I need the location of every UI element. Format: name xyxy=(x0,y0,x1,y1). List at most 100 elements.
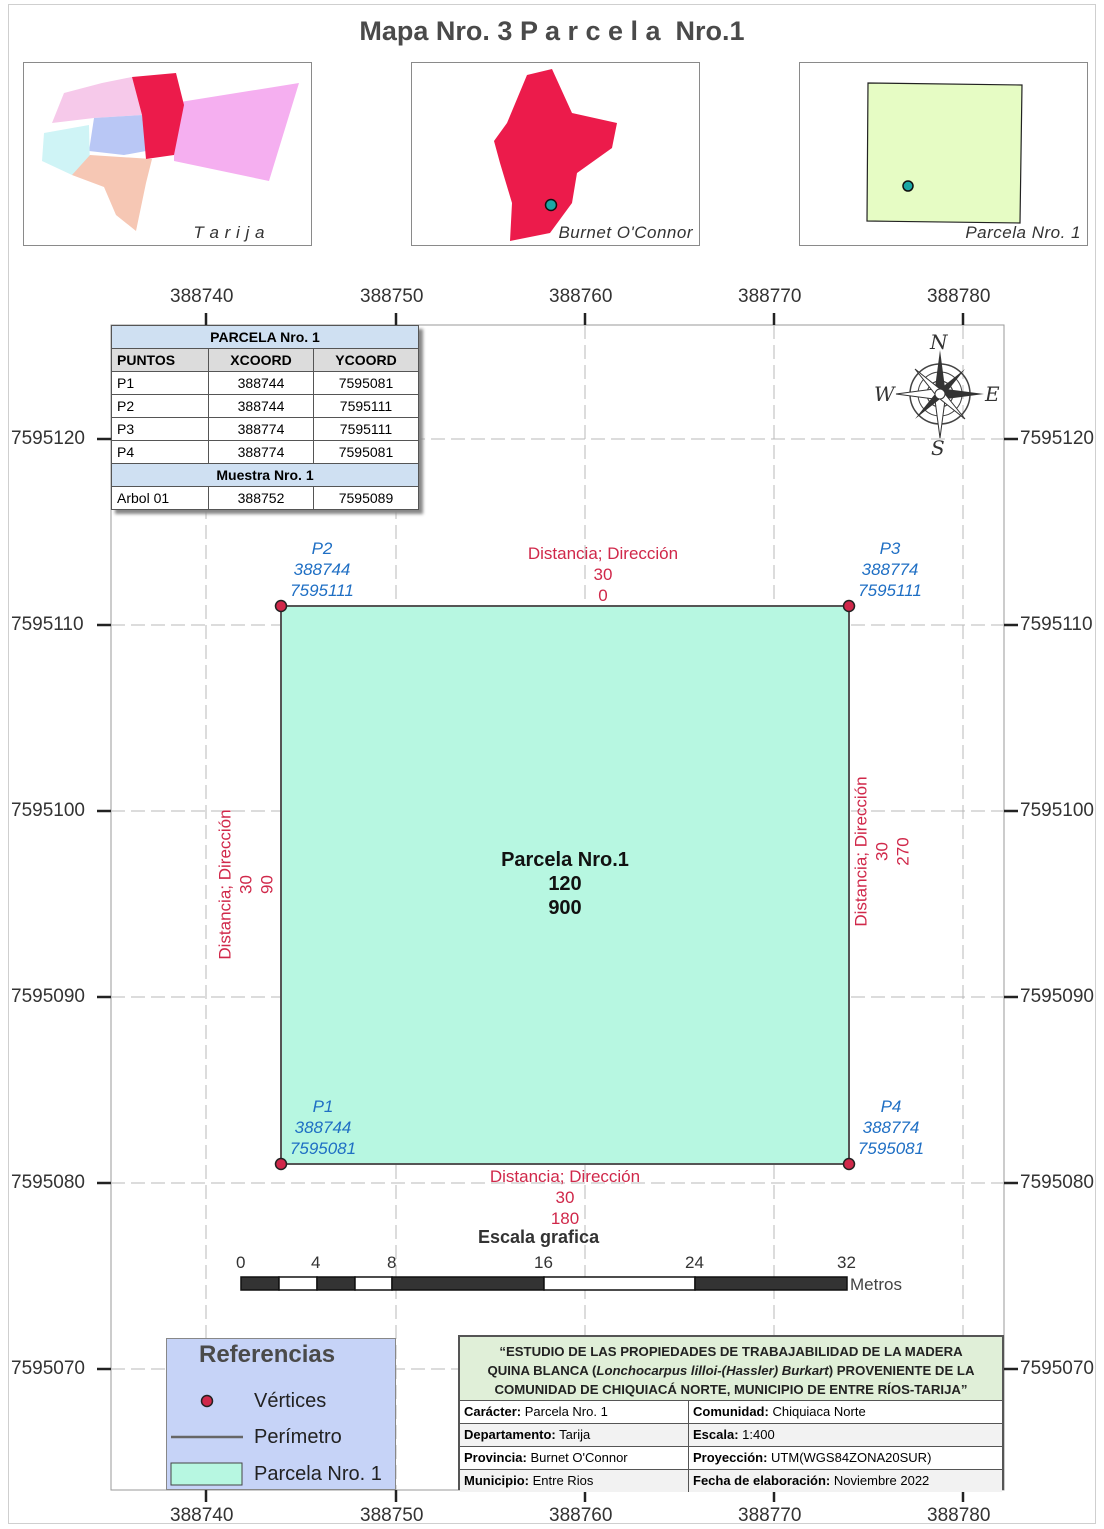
vertex-y: 7595111 xyxy=(858,581,922,600)
study-title-line-3: COMUNIDAD DE CHIQUIACÁ NORTE, MUNICIPIO … xyxy=(494,1382,968,1397)
cell: Arbol 01 xyxy=(111,486,209,510)
map-title: Mapa Nro. 3 P a r c e l a Nro.1 xyxy=(359,16,745,46)
table-title: PARCELA Nro. 1 xyxy=(111,325,419,349)
study-title-part: QUINA BLANCA ( xyxy=(487,1363,597,1378)
info-departamento: Departamento: Tarija xyxy=(460,1424,689,1447)
cell: 7595089 xyxy=(313,486,419,510)
vertex-label-p4: P4 388774 7595081 xyxy=(841,1096,941,1159)
parcel-name: Parcela Nro.1 xyxy=(501,849,629,871)
segment-direction: 180 xyxy=(550,1209,580,1228)
segment-direction: 90 xyxy=(257,875,277,894)
compass-rose-icon xyxy=(895,350,984,439)
scale-tick-8: 8 xyxy=(387,1253,397,1272)
table-row: P2 388744 7595111 xyxy=(111,394,419,418)
x-tick-top-2: 388750 xyxy=(360,286,424,307)
y-tick-left-4: 7595090 xyxy=(11,986,85,1007)
legend-item-parcel: Parcela Nro. 1 xyxy=(254,1463,382,1485)
compass-e: E xyxy=(985,382,1000,406)
y-tick-right-4: 7595090 xyxy=(1020,986,1094,1007)
y-tick-left-2: 7595110 xyxy=(11,614,84,635)
sample-title: Muestra Nro. 1 xyxy=(111,463,419,487)
segment-direction: 0 xyxy=(598,586,608,605)
cell: 7595111 xyxy=(313,417,419,441)
tick-marks xyxy=(97,313,1018,1502)
table-row: P1 388744 7595081 xyxy=(111,371,419,395)
table-row: Arbol 01 388752 7595089 xyxy=(111,486,419,510)
map-frame xyxy=(8,4,1096,1524)
x-tick-bottom-4: 388770 xyxy=(738,1505,802,1526)
x-tick-bottom-2: 388750 xyxy=(360,1505,424,1526)
vertex-x: 388744 xyxy=(294,1118,352,1137)
region-east xyxy=(174,83,299,181)
col-header-xcoord: XCOORD xyxy=(208,348,314,372)
coordinates-table: PARCELA Nro. 1 PUNTOS XCOORD YCOORD P1 38… xyxy=(111,325,419,510)
region-burnet-oconnor xyxy=(132,73,184,159)
parcel-location-marker xyxy=(544,198,558,212)
vertex-label-p1: P1 388744 7595081 xyxy=(273,1096,373,1159)
vertex-x: 388774 xyxy=(862,1118,920,1137)
vertex-y: 7595081 xyxy=(857,1139,925,1158)
segment-distance: 30 xyxy=(236,875,256,894)
region-center xyxy=(89,115,146,155)
y-tick-left-3: 7595100 xyxy=(11,800,85,821)
x-tick-top-4: 388770 xyxy=(738,286,802,307)
segment-label-bottom: Distancia; Dirección 30 180 xyxy=(455,1166,675,1229)
species-name: Lonchocarpus lilloi-(Hassler) Burkart xyxy=(596,1363,829,1378)
legend-parcel-icon xyxy=(170,1462,243,1486)
cell: 388774 xyxy=(208,440,314,464)
info-municipio: Municipio: Entre Rios xyxy=(460,1470,689,1492)
info-grid: Carácter: Parcela Nro. 1 Comunidad: Chiq… xyxy=(460,1401,1002,1492)
legend-symbols xyxy=(170,1394,243,1486)
y-tick-right-6: 7595070 xyxy=(1020,1358,1094,1379)
parcel-area: 900 xyxy=(548,897,582,919)
province-shape xyxy=(494,69,617,241)
scale-tick-32: 32 xyxy=(837,1253,856,1272)
tarija-map-graphic xyxy=(42,73,299,231)
region-south xyxy=(72,155,152,231)
segment-heading: Distancia; Dirección xyxy=(851,776,871,927)
segment-label-top: Distancia; Dirección 30 0 xyxy=(493,543,713,606)
scale-tick-24: 24 xyxy=(685,1253,704,1272)
cell: P2 xyxy=(111,394,209,418)
segment-heading: Distancia; Dirección xyxy=(489,1167,641,1186)
vertex-x: 388744 xyxy=(293,560,351,579)
vertex-name: P1 xyxy=(312,1097,334,1116)
col-header-puntos: PUNTOS xyxy=(111,348,209,372)
legend-vertex-icon xyxy=(200,1394,214,1408)
cell: 7595081 xyxy=(313,440,419,464)
scale-bar-title: Escala grafica xyxy=(478,1227,600,1247)
segment-heading: Distancia; Dirección xyxy=(215,809,235,960)
study-title: “ESTUDIO DE LAS PROPIEDADES DE TRABAJABI… xyxy=(460,1337,1002,1401)
vertex-x: 388774 xyxy=(861,560,919,579)
y-tick-left-5: 7595080 xyxy=(11,1172,85,1193)
inset-label-tarija: T a r i j a xyxy=(193,223,265,242)
cell: 388744 xyxy=(208,371,314,395)
scale-unit: Metros xyxy=(850,1275,902,1294)
vertex-name: P2 xyxy=(311,539,333,558)
coordinates-table-wrap: PARCELA Nro. 1 PUNTOS XCOORD YCOORD P1 38… xyxy=(111,325,419,510)
inset-map-tarija: T a r i j a xyxy=(23,62,312,246)
region-north xyxy=(52,77,142,123)
y-tick-right-5: 7595080 xyxy=(1020,1172,1094,1193)
parcel-perimeter: 120 xyxy=(548,873,582,895)
vertex-label-p3: P3 388774 7595111 xyxy=(840,538,940,601)
parcel-polygon xyxy=(280,605,850,1165)
segment-distance: 30 xyxy=(872,842,892,861)
study-title-line-2: QUINA BLANCA (Lonchocarpus lilloi-(Hassl… xyxy=(460,1361,1002,1380)
cell: 388744 xyxy=(208,394,314,418)
info-proyeccion: Proyección: UTM(WGS84ZONA20SUR) xyxy=(689,1447,1002,1470)
scale-tick-0: 0 xyxy=(236,1253,246,1272)
inset-map-burnet-oconnor: Burnet O'Connor xyxy=(411,62,700,246)
scale-tick-4: 4 xyxy=(311,1253,321,1272)
table-row: P4 388774 7595081 xyxy=(111,440,419,464)
y-tick-right-3: 7595100 xyxy=(1020,800,1094,821)
sample-tree-marker xyxy=(902,180,914,192)
info-caracter: Carácter: Parcela Nro. 1 xyxy=(460,1401,689,1424)
x-tick-bottom-3: 388760 xyxy=(549,1505,613,1526)
cell: P1 xyxy=(111,371,209,395)
col-header-ycoord: YCOORD xyxy=(313,348,419,372)
segment-heading: Distancia; Dirección xyxy=(527,544,679,563)
vertex-label-p2: P2 388744 7595111 xyxy=(272,538,372,601)
info-box: “ESTUDIO DE LAS PROPIEDADES DE TRABAJABI… xyxy=(458,1335,1004,1492)
x-tick-top-3: 388760 xyxy=(549,286,613,307)
